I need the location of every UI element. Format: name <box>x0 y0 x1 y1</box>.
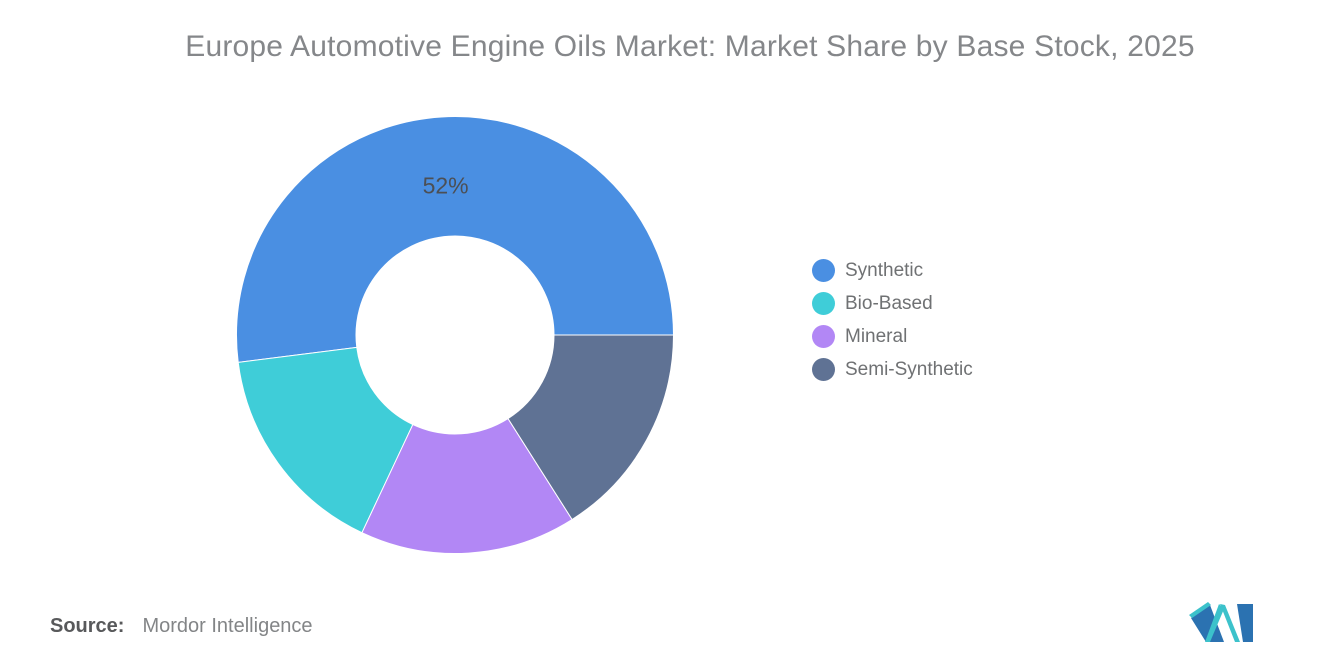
logo-teal-slash <box>1205 604 1224 642</box>
legend-marker-mineral-icon <box>812 325 835 348</box>
legend-marker-bio-based-icon <box>812 292 835 315</box>
source-label: Source: <box>50 615 125 637</box>
pie-slice-mineral[interactable] <box>361 417 573 554</box>
source-line: Source: Mordor Intelligence <box>50 613 313 639</box>
donut-chart: 52% <box>236 116 675 554</box>
legend-label: Bio-Based <box>845 292 933 314</box>
legend-marker-synthetic-icon <box>812 259 835 282</box>
legend-label: Mineral <box>845 325 908 347</box>
mordor-intelligence-logo <box>1189 602 1253 642</box>
legend-item-synthetic[interactable]: Synthetic <box>812 254 973 287</box>
legend-label: Synthetic <box>845 259 924 281</box>
source-value: Mordor Intelligence <box>142 615 313 637</box>
legend-item-bio-based[interactable]: Bio-Based <box>812 287 973 320</box>
chart-legend: Synthetic Bio-Based Mineral Semi-Synthet… <box>812 254 973 386</box>
chart-title: Europe Automotive Engine Oils Market: Ma… <box>185 30 1195 63</box>
logo-teal-cap <box>1189 602 1211 618</box>
legend-item-semi-synthetic[interactable]: Semi-Synthetic <box>812 353 973 386</box>
pie-slice-synthetic[interactable] <box>236 116 675 363</box>
logo-left-stroke <box>1191 605 1224 642</box>
legend-marker-semi-synthetic-icon <box>812 358 835 381</box>
legend-item-mineral[interactable]: Mineral <box>812 320 973 353</box>
logo-teal-backslash <box>1220 604 1240 642</box>
pie-slice-bio-based[interactable] <box>237 346 414 534</box>
data-label: 52% <box>423 172 469 198</box>
pie-slice-semi-synthetic[interactable] <box>507 334 675 521</box>
logo-right-stroke <box>1237 604 1253 642</box>
legend-label: Semi-Synthetic <box>845 358 973 380</box>
